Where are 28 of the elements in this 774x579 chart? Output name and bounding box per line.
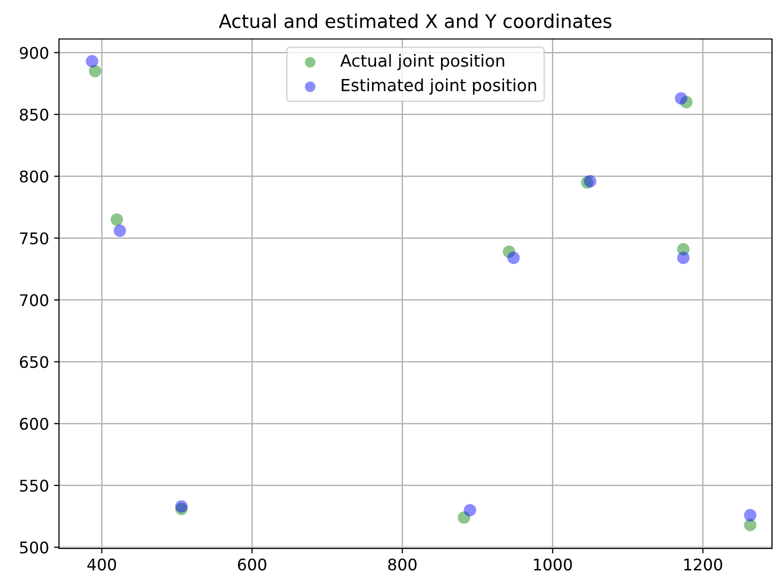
- x-tick-label: 600: [238, 558, 266, 571]
- legend-label: Estimated joint position: [342, 78, 536, 95]
- x-tick-label: 1000: [534, 558, 572, 571]
- y-tick-label: 750: [20, 232, 48, 244]
- chart-title: Actual and estimated X and Y coordinates: [218, 14, 612, 28]
- point: [744, 508, 756, 522]
- x-tick-label: 1200: [684, 558, 722, 571]
- point: [86, 55, 98, 68]
- x-tick-label: 800: [388, 558, 417, 571]
- point: [114, 224, 126, 237]
- point: [507, 252, 520, 264]
- point: [674, 92, 688, 105]
- y-tick-label: 850: [20, 108, 48, 121]
- y-tick-label: 500: [20, 541, 48, 554]
- x-tick-label: 400: [87, 558, 116, 571]
- y-tick-label: 900: [20, 46, 48, 59]
- y-tick-label: 800: [20, 170, 48, 183]
- point: [677, 252, 690, 264]
- point: [584, 175, 596, 188]
- y-tick-label: 550: [20, 480, 48, 492]
- point: [175, 500, 188, 513]
- y-tick-label: 700: [20, 294, 48, 306]
- point: [88, 64, 102, 78]
- point: [110, 213, 124, 226]
- y-tick-label: 650: [20, 356, 48, 368]
- legend-label: Actual joint position: [340, 54, 504, 70]
- point: [464, 504, 476, 516]
- y-tick-label: 600: [20, 418, 48, 430]
